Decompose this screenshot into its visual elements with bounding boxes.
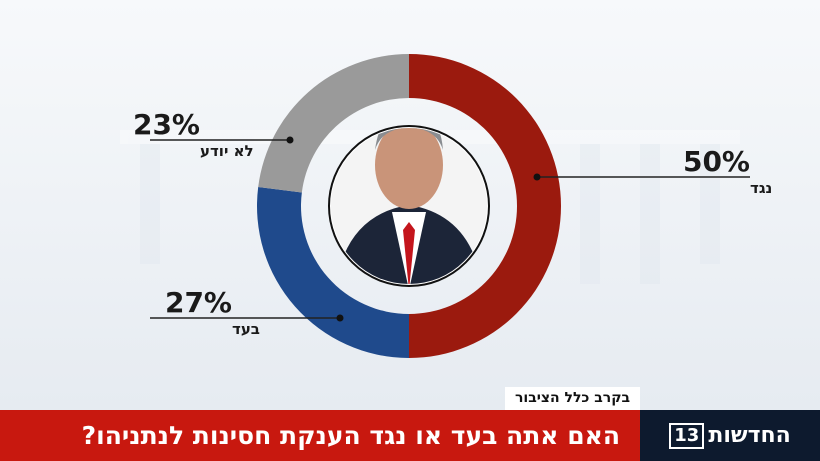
chart: 50%נגד 27%בעד 23%לא יודע xyxy=(0,0,820,410)
logo: החדשות 13 xyxy=(640,410,820,461)
value-label: 50% xyxy=(683,145,750,178)
category-label: נגד xyxy=(750,179,772,197)
donut-slice xyxy=(409,54,561,358)
category-label: לא יודע xyxy=(200,142,254,160)
value-label: 27% xyxy=(165,286,232,319)
logo-number: 13 xyxy=(669,422,705,449)
callout-dot xyxy=(286,136,294,144)
donut xyxy=(257,54,561,358)
logo-name: החדשות xyxy=(708,423,791,448)
category-label: בעד xyxy=(232,320,260,338)
subtitle: בקרב כלל הציבור xyxy=(505,387,640,410)
donut-slice xyxy=(258,54,409,193)
portrait xyxy=(331,128,487,284)
value-label: 23% xyxy=(133,108,200,141)
callout-dot xyxy=(533,173,541,181)
callout-dot xyxy=(336,314,344,322)
donut-slice xyxy=(257,186,409,358)
title: האם אתה בעד או נגד הענקת חסינות לנתניהו? xyxy=(0,410,640,461)
